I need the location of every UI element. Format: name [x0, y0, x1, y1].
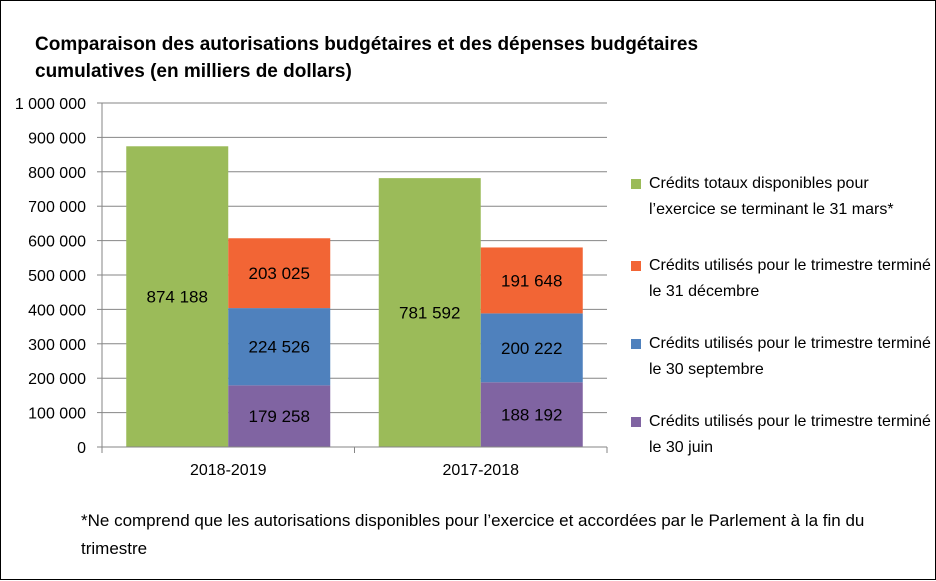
bar-value-label: 200 222 [501, 339, 562, 358]
bar-segment [228, 385, 331, 447]
axes: 0 100 000 200 000 300 000 400 000 500 000 600 … [15, 96, 608, 479]
legend-label: Crédits totaux disponibles pour l’exerci… [649, 175, 894, 218]
y-tick-label: 300 000 [28, 337, 86, 354]
legend-swatch [631, 339, 641, 349]
bar-total [126, 146, 229, 447]
legend-swatch [631, 261, 641, 271]
chart-title: Comparaison des autorisations budgétaire… [35, 34, 699, 82]
bar-value-label: 224 526 [249, 338, 310, 357]
bar-value-label: 179 258 [249, 407, 310, 426]
y-tick-label: 100 000 [28, 406, 86, 423]
bar-segment [480, 313, 583, 383]
bars [126, 146, 583, 447]
y-tick-label: 600 000 [28, 234, 86, 251]
y-tick-label: 900 000 [28, 130, 86, 147]
legend-swatch [631, 417, 641, 427]
legend-swatch [631, 179, 641, 189]
y-tick-label: 200 000 [28, 371, 86, 388]
y-tick-label: 800 000 [28, 165, 86, 182]
y-tick-label: 700 000 [28, 199, 86, 216]
bar-value-label: 874 188 [147, 288, 208, 307]
legend-label: Crédits utilisés pour le trimestre termi… [649, 413, 931, 456]
y-tick-label: 500 000 [28, 268, 86, 285]
y-tick-label: 1 000 000 [15, 96, 86, 113]
legend-label: Crédits utilisés pour le trimestre termi… [649, 335, 931, 378]
data-labels: 874 188 179 258 224 526 203 025 781 592 188 1… [147, 264, 563, 426]
y-tick-label: 400 000 [28, 302, 86, 319]
bar-value-label: 781 592 [399, 304, 460, 323]
bar-value-label: 188 192 [501, 406, 562, 425]
y-tick-label: 0 [77, 440, 86, 457]
bar-segment [228, 238, 331, 309]
bar-total [378, 178, 481, 447]
x-tick-label: 2018-2019 [190, 462, 267, 479]
legend-label: Crédits utilisés pour le trimestre termi… [649, 257, 931, 300]
bar-segment [228, 308, 331, 386]
bar-segment [480, 247, 583, 314]
x-tick-label: 2017-2018 [442, 462, 519, 479]
bar-value-label: 191 648 [501, 271, 562, 290]
footnote: *Ne comprend que les autorisations dispo… [81, 511, 865, 558]
bar-value-label: 203 025 [249, 264, 310, 283]
bar-segment [480, 382, 583, 447]
